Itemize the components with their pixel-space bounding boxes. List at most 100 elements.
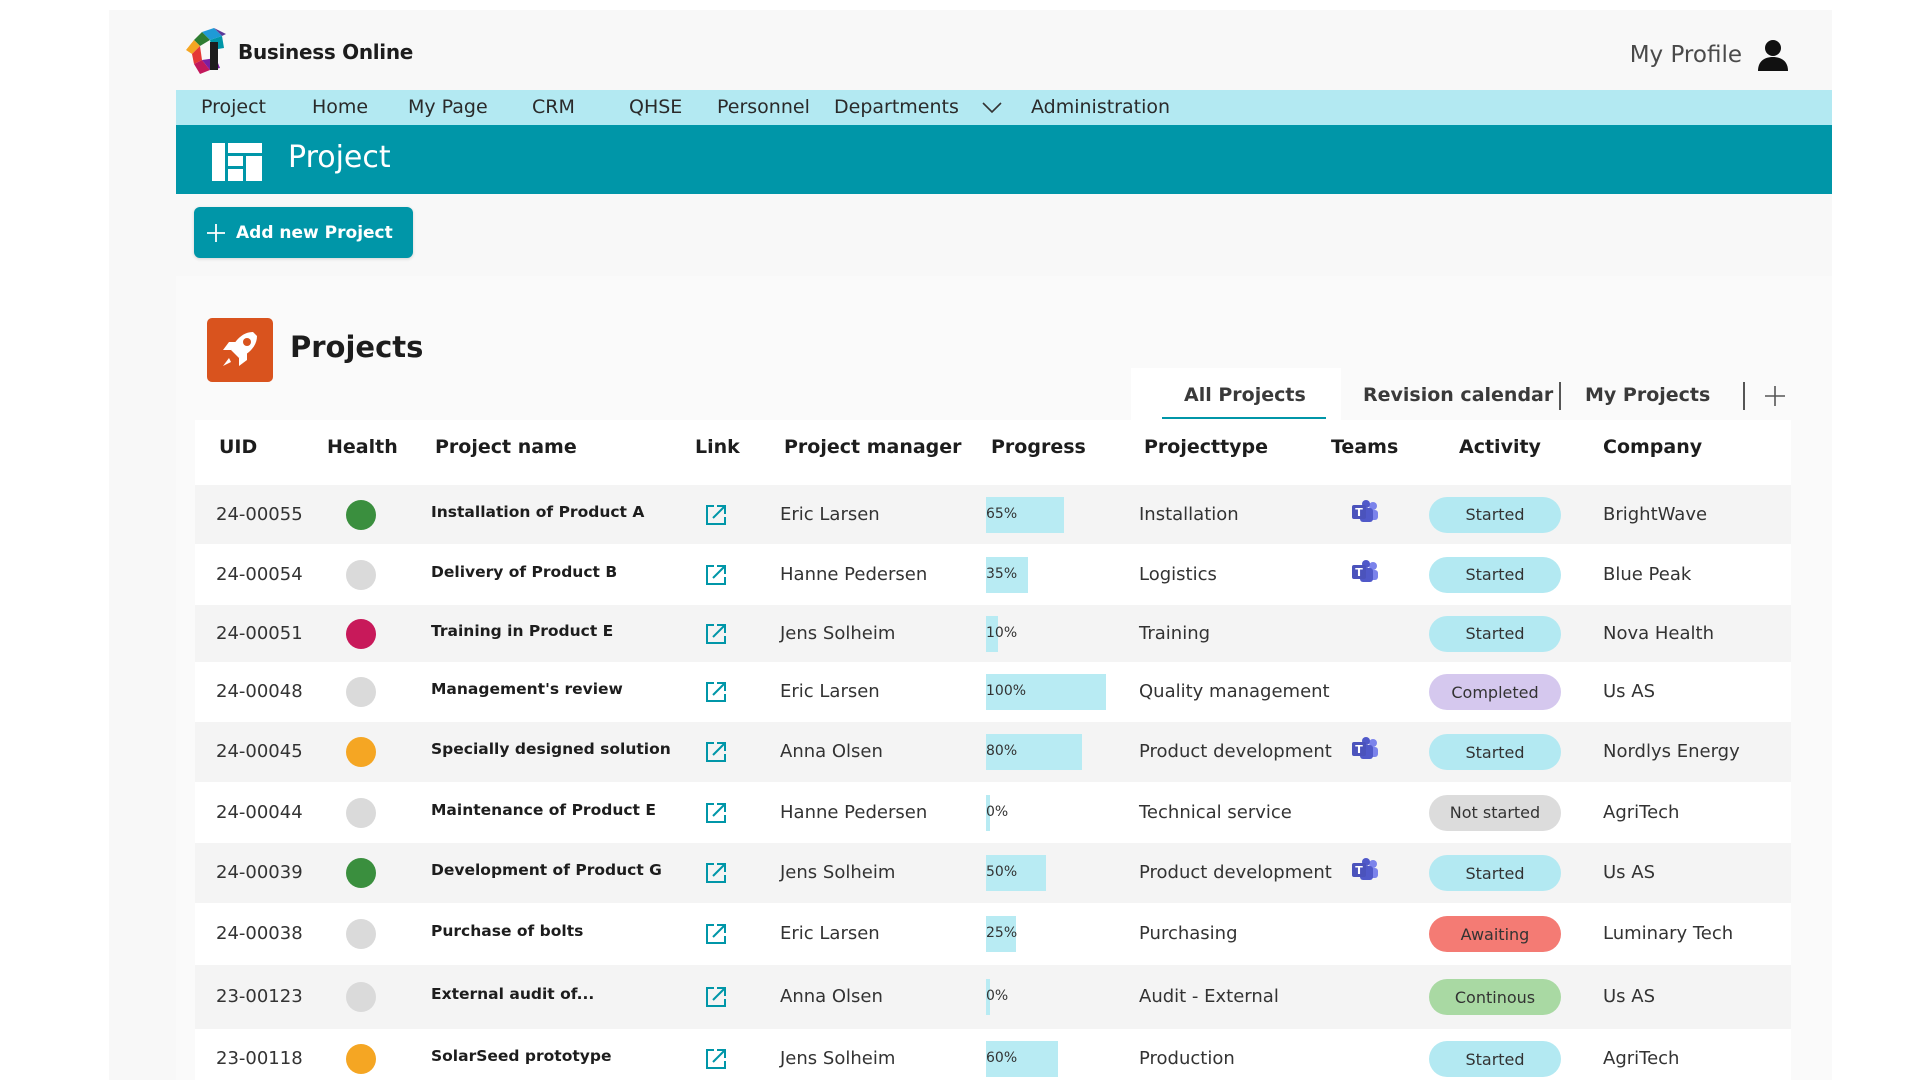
external-link-icon[interactable]	[704, 985, 728, 1009]
table-row[interactable]: 24-00051 Training in Product E Jens Solhei…	[195, 605, 1791, 662]
table-row[interactable]: 24-00054 Delivery of Product B Hanne Peder…	[195, 544, 1791, 605]
project-name-cell[interactable]: Maintenance of Product E	[431, 800, 656, 819]
company-cell: AgriTech	[1603, 801, 1680, 823]
menu-item-departments[interactable]: Departments	[834, 96, 959, 118]
external-link-icon[interactable]	[704, 740, 728, 764]
project-manager-cell: Anna Olsen	[780, 986, 883, 1007]
header-health[interactable]: Health	[327, 436, 398, 458]
project-manager-cell: Eric Larsen	[780, 923, 880, 944]
health-indicator	[346, 677, 376, 707]
projecttype-cell: Logistics	[1139, 563, 1217, 585]
project-name-cell[interactable]: Purchase of bolts	[431, 922, 584, 940]
header-projecttype[interactable]: Projecttype	[1144, 436, 1269, 458]
table-row[interactable]: 24-00055 Installation of Product A Eric La…	[195, 485, 1791, 544]
table-row[interactable]: 23-00118 SolarSeed prototype Jens Solheim 6…	[195, 1029, 1791, 1089]
table-row[interactable]: 24-00039 Development of Product G Jens Sol…	[195, 843, 1791, 903]
health-indicator	[346, 1044, 376, 1074]
table-row[interactable]: 24-00048 Management's review Eric Larsen 10…	[195, 662, 1791, 722]
profile-menu[interactable]: My Profile	[1630, 38, 1790, 72]
rocket-icon	[207, 318, 273, 382]
plus-icon	[207, 223, 225, 242]
external-link-icon[interactable]	[704, 1047, 728, 1071]
uid-cell: 24-00044	[216, 801, 303, 823]
progress-cell: 60%	[986, 1041, 1106, 1077]
add-project-button[interactable]: Add new Project	[194, 207, 413, 258]
company-cell: Nordlys Energy	[1603, 741, 1740, 762]
tab-revision-calendar[interactable]: Revision calendar	[1363, 384, 1554, 406]
external-link-icon[interactable]	[704, 622, 728, 646]
project-name-cell[interactable]: Management's review	[431, 680, 623, 698]
external-link-icon[interactable]	[704, 861, 728, 885]
health-indicator	[346, 737, 376, 767]
brand-name: Business Online	[238, 40, 414, 64]
project-name-cell[interactable]: Specially designed solution	[431, 740, 671, 758]
project-name-cell[interactable]: Delivery of Product B	[431, 562, 618, 581]
external-link-icon[interactable]	[704, 922, 728, 946]
project-name-cell[interactable]: Installation of Product A	[431, 502, 645, 521]
project-name-cell[interactable]: Development of Product G	[431, 861, 662, 879]
projecttype-cell: Product development	[1139, 741, 1332, 762]
external-link-icon[interactable]	[704, 563, 728, 587]
section-title: Projects	[290, 330, 424, 364]
progress-bar	[986, 916, 1016, 952]
view-tabs: All Projects Revision calendar My Projec…	[1131, 368, 1801, 420]
header-link[interactable]: Link	[695, 436, 740, 458]
project-name-cell[interactable]: External audit of...	[431, 985, 595, 1003]
progress-cell: 100%	[986, 674, 1106, 710]
menu-item-administration[interactable]: Administration	[1031, 96, 1171, 118]
projecttype-cell: Quality management	[1139, 681, 1330, 702]
tab-my-projects[interactable]: My Projects	[1585, 384, 1711, 406]
activity-badge: Completed	[1429, 674, 1561, 710]
company-cell: Nova Health	[1603, 622, 1714, 644]
header-uid[interactable]: UID	[219, 436, 258, 458]
brand-logo[interactable]: Business Online	[180, 28, 413, 76]
project-manager-cell: Hanne Pedersen	[780, 801, 928, 823]
progress-bar	[986, 794, 990, 831]
activity-badge: Not started	[1429, 794, 1561, 831]
external-link-icon[interactable]	[704, 680, 728, 704]
table-header: UID Health Project name Link Project man…	[195, 420, 1791, 485]
menu-item-project[interactable]: Project	[201, 96, 267, 118]
progress-cell: 0%	[986, 794, 1106, 831]
teams-icon[interactable]: T	[1351, 559, 1379, 585]
header-teams[interactable]: Teams	[1331, 436, 1399, 458]
teams-icon[interactable]: T	[1351, 857, 1379, 883]
table-body: 24-00055 Installation of Product A Eric La…	[195, 485, 1791, 1089]
health-indicator	[346, 919, 376, 949]
tab-divider	[1743, 382, 1745, 410]
chevron-down-icon[interactable]	[982, 102, 1002, 114]
menu-item-home[interactable]: Home	[312, 96, 369, 118]
teams-icon[interactable]: T	[1351, 499, 1379, 525]
uid-cell: 24-00038	[216, 923, 303, 944]
menu-item-crm[interactable]: CRM	[532, 96, 575, 118]
table-row[interactable]: 23-00123 External audit of... Anna Olsen 0%…	[195, 965, 1791, 1029]
tab-active-indicator	[1162, 417, 1326, 419]
header-project-name[interactable]: Project name	[435, 436, 577, 458]
uid-cell: 24-00048	[216, 681, 303, 702]
add-tab-icon[interactable]	[1764, 385, 1786, 407]
external-link-icon[interactable]	[704, 503, 728, 527]
menu-item-my-page[interactable]: My Page	[408, 96, 488, 118]
projecttype-cell: Technical service	[1139, 801, 1292, 823]
projecttype-cell: Installation	[1139, 503, 1239, 525]
page-header: Project	[176, 125, 1832, 194]
external-link-icon[interactable]	[704, 801, 728, 825]
activity-badge: Started	[1429, 734, 1561, 770]
header-company[interactable]: Company	[1603, 436, 1703, 458]
table-row[interactable]: 24-00045 Specially designed solution Anna …	[195, 722, 1791, 782]
progress-label: 0%	[986, 988, 1009, 1004]
header-activity[interactable]: Activity	[1459, 436, 1541, 458]
add-project-label: Add new Project	[236, 222, 393, 243]
tab-all-projects[interactable]: All Projects	[1184, 384, 1306, 406]
menu-item-qhse[interactable]: QHSE	[629, 96, 683, 118]
header-progress[interactable]: Progress	[991, 436, 1086, 458]
menu-item-personnel[interactable]: Personnel	[717, 96, 810, 118]
project-name-cell[interactable]: Training in Product E	[431, 621, 614, 640]
teams-icon[interactable]: T	[1351, 736, 1379, 762]
table-row[interactable]: 24-00044 Maintenance of Product E Hanne Pe…	[195, 782, 1791, 843]
project-name-cell[interactable]: SolarSeed prototype	[431, 1047, 612, 1065]
header-project-manager[interactable]: Project manager	[784, 436, 962, 458]
progress-bar	[986, 1041, 1058, 1077]
uid-cell: 24-00055	[216, 503, 303, 525]
table-row[interactable]: 24-00038 Purchase of bolts Eric Larsen 25% P…	[195, 903, 1791, 965]
